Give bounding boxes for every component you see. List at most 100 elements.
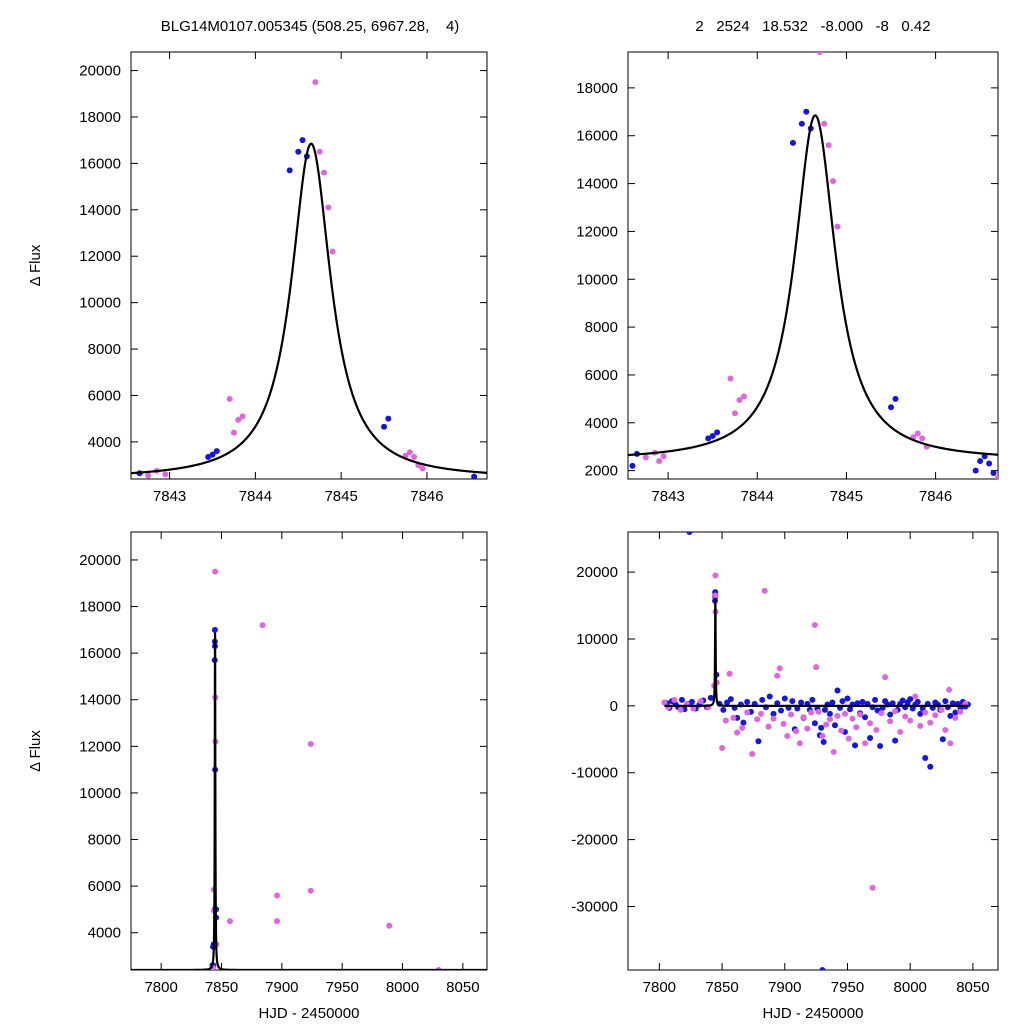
title-left: BLG14M0107.005345 (508.25, 6967.28, 4) (161, 18, 460, 35)
data-point-pink (754, 716, 761, 723)
data-point-pink (730, 714, 737, 721)
x-tick-label: 8050 (956, 979, 989, 996)
data-point-pink (873, 726, 880, 733)
data-point-pink (796, 740, 803, 747)
data-point-blue (859, 698, 866, 705)
data-point-pink (671, 696, 678, 703)
data-point-blue (740, 719, 747, 726)
y-tick-label: 18000 (79, 109, 121, 126)
data-point-pink (912, 693, 919, 700)
y-tick-label: 16000 (576, 128, 618, 145)
data-point-blue (778, 707, 785, 714)
data-point-pink (162, 471, 169, 478)
data-point-blue (839, 698, 846, 705)
data-point-pink (734, 729, 741, 736)
data-point-blue (781, 695, 788, 702)
data-point-pink (780, 720, 787, 727)
data-point-pink (316, 148, 323, 155)
data-point-blue (990, 470, 997, 477)
x-tick-label: 7800 (144, 979, 177, 996)
data-point-blue (852, 742, 859, 749)
data-point-pink (761, 587, 768, 594)
data-point-blue (803, 108, 810, 115)
data-point-pink (226, 395, 233, 402)
x-tick-label: 8050 (446, 979, 479, 996)
data-point-pink (841, 710, 848, 717)
data-point-pink (259, 622, 266, 629)
data-point-pink (821, 120, 828, 127)
data-point-blue (678, 696, 685, 703)
y-tick-label: 14000 (79, 202, 121, 219)
data-point-pink (932, 712, 939, 719)
data-point-blue (709, 432, 716, 439)
data-point-blue (942, 698, 949, 705)
x-tick-label: 7900 (265, 979, 298, 996)
data-point-pink (239, 413, 246, 420)
y-tick-label: 16000 (79, 155, 121, 172)
data-point-pink (307, 741, 314, 748)
y-tick-label: 6000 (88, 878, 121, 895)
y-tick-label: 12000 (79, 248, 121, 265)
data-point-pink (677, 706, 684, 713)
data-point-pink (325, 204, 332, 211)
data-area (628, 52, 998, 479)
data-point-pink (731, 410, 738, 417)
y-tick-label: 6000 (585, 367, 618, 384)
x-tick-label: 7950 (831, 979, 864, 996)
x-tick-label: 7845 (830, 488, 863, 505)
data-point-pink (776, 665, 783, 672)
data-point-blue (831, 722, 838, 729)
data-point-pink (274, 892, 281, 899)
data-point-blue (889, 700, 896, 707)
data-point-pink (887, 718, 894, 725)
data-point-blue (809, 696, 816, 703)
data-point-pink (774, 672, 781, 679)
data-point-blue (977, 458, 984, 465)
data-point-pink (793, 728, 800, 735)
data-point-pink (406, 449, 413, 456)
data-point-blue (939, 736, 946, 743)
y-tick-label: 18000 (576, 80, 618, 97)
data-point-blue (798, 699, 805, 706)
data-point-pink (946, 686, 953, 693)
data-point-pink (813, 664, 820, 671)
data-point-blue (829, 699, 836, 706)
data-point-blue (952, 709, 959, 716)
data-point-pink (788, 711, 795, 718)
y-tick-label: 8000 (585, 319, 618, 336)
data-point-pink (419, 465, 426, 472)
data-point-pink (690, 705, 697, 712)
x-tick-label: 7950 (325, 979, 358, 996)
data-point-blue (834, 687, 841, 694)
data-point-pink (853, 724, 860, 731)
data-point-pink (942, 726, 949, 733)
model-curve (663, 597, 969, 707)
data-area (661, 532, 971, 970)
x-tick-label: 7846 (919, 488, 952, 505)
data-point-blue (727, 696, 734, 703)
y-tick-label: 20000 (79, 63, 121, 80)
plot-frame (627, 51, 999, 480)
data-point-blue (705, 435, 712, 442)
data-point-pink (312, 79, 319, 86)
data-point-blue (899, 697, 906, 704)
y-tick-label: 0 (610, 698, 618, 715)
model-curve (131, 632, 487, 970)
data-point-pink (744, 709, 751, 716)
data-point-blue (820, 738, 827, 745)
chart-p2: 7843 7844 7845 7846 2000 4000 6000 8000 10000 120… (576, 51, 999, 505)
data-point-pink (719, 744, 726, 751)
data-point-pink (386, 922, 393, 929)
data-point-blue (759, 696, 766, 703)
data-point-blue (714, 429, 721, 436)
y-tick-label: -30000 (571, 898, 618, 915)
data-point-pink (892, 708, 899, 715)
data-point-blue (774, 700, 781, 707)
data-point-blue (789, 698, 796, 705)
data-point-pink (230, 429, 237, 436)
data-point-blue (914, 698, 921, 705)
data-point-pink (811, 621, 818, 628)
y-tick-label: 20000 (79, 552, 121, 569)
data-point-pink (914, 430, 921, 437)
